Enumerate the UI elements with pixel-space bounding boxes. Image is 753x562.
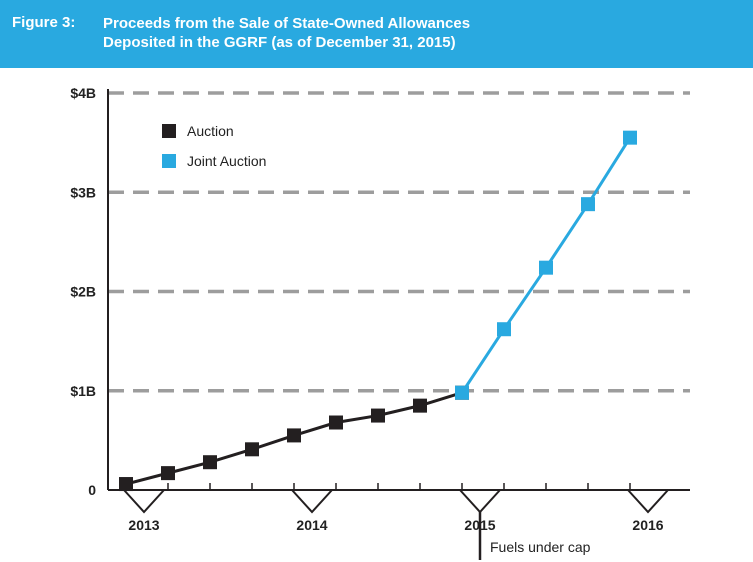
figure-title-line1: Proceeds from the Sale of State-Owned Al… (103, 15, 471, 32)
year-marker-2016 (627, 489, 669, 514)
figure-title-line2: Deposited in the GGRF (as of December 31… (103, 34, 456, 51)
joint-auction-point (539, 260, 553, 275)
y-tick-label: $1B (70, 383, 96, 399)
x-tick-label: 2014 (296, 517, 327, 533)
legend-label-auction: Auction (187, 123, 234, 139)
legend-label-joint-auction: Joint Auction (187, 153, 266, 169)
year-marker-2014 (291, 489, 333, 514)
joint-auction-point (455, 385, 469, 400)
auction-point (161, 466, 175, 481)
year-marker-2015 (459, 489, 501, 514)
auction-point (287, 428, 301, 443)
auction-point (203, 455, 217, 470)
y-tick-label: $2B (70, 284, 96, 300)
y-tick-label: $3B (70, 184, 96, 200)
x-tick-label: 2016 (632, 517, 663, 533)
auction-point (371, 408, 385, 423)
year-marker-2013 (123, 489, 165, 514)
fuels-under-cap-label: Fuels under cap (490, 539, 591, 555)
figure-header: Figure 3: Proceeds from the Sale of Stat… (0, 0, 753, 68)
auction-point (329, 415, 343, 430)
auction-point (245, 442, 259, 457)
y-tick-label: 0 (88, 482, 96, 498)
figure-label: Figure 3: (12, 14, 76, 31)
legend-swatch-auction (162, 124, 176, 138)
joint-auction-point (497, 322, 511, 337)
joint-auction-point (581, 197, 595, 212)
auction-point (413, 398, 427, 413)
auction-point (119, 477, 133, 492)
figure-title: Proceeds from the Sale of State-Owned Al… (103, 14, 663, 52)
legend-swatch-joint-auction (162, 154, 176, 168)
x-tick-label: 2013 (128, 517, 159, 533)
y-tick-label: $4B (70, 85, 96, 101)
joint-auction-point (623, 130, 637, 145)
